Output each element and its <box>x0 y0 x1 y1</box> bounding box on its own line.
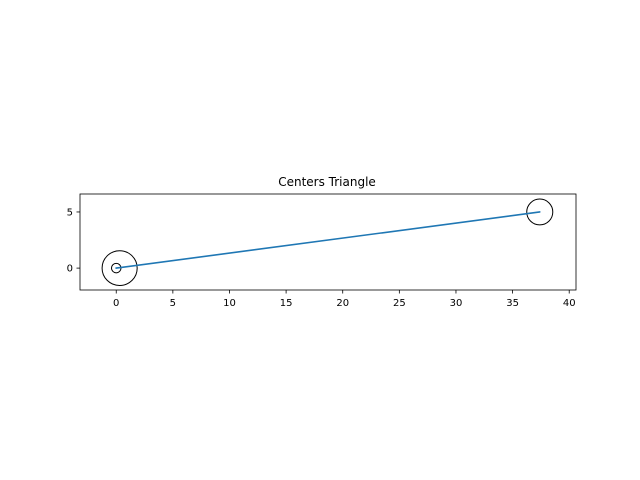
x-tick-label-5: 5 <box>170 298 176 309</box>
x-tick-label-10: 10 <box>223 298 236 309</box>
y-tick-label-0: 0 <box>67 264 73 275</box>
axes: 0 5 10 15 20 25 30 35 40 0 5 <box>67 193 577 309</box>
x-tick-label-30: 30 <box>450 298 463 309</box>
circle-3 <box>526 198 554 226</box>
circle-2 <box>101 250 138 287</box>
x-tick-label-35: 35 <box>506 298 519 309</box>
plot-area <box>101 198 554 287</box>
chart-title: Centers Triangle <box>278 175 376 189</box>
axes-frame <box>79 193 577 291</box>
series-line-1 <box>115 211 541 270</box>
x-tick-label-40: 40 <box>563 298 576 309</box>
x-tick-label-25: 25 <box>393 298 406 309</box>
x-tick-label-20: 20 <box>336 298 349 309</box>
x-tick-label-0: 0 <box>113 298 119 309</box>
y-tick-label-5: 5 <box>67 207 73 218</box>
x-tick-label-15: 15 <box>280 298 293 309</box>
